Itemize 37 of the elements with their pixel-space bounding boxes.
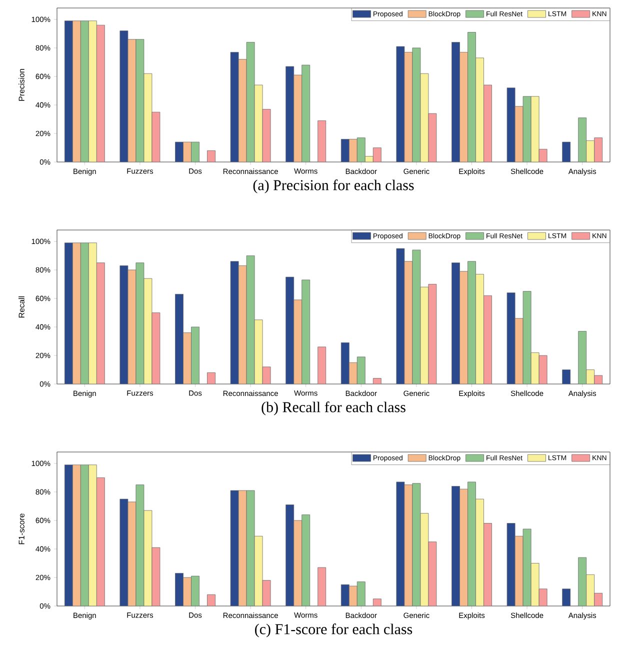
- bar: [562, 588, 571, 606]
- bar: [191, 576, 200, 606]
- bar: [372, 598, 382, 606]
- y-axis-title: Recall: [18, 296, 24, 318]
- bar: [356, 582, 366, 606]
- bar: [183, 577, 192, 606]
- bar: [562, 142, 571, 162]
- bar: [207, 594, 216, 606]
- bar: [318, 120, 326, 162]
- text: (c) F1-score for each class: [255, 624, 412, 638]
- bar: [562, 370, 571, 384]
- bar: [586, 574, 595, 606]
- text: (a) Precision for each class: [253, 180, 414, 194]
- bar: [294, 520, 302, 606]
- y-axis-title: Precision: [18, 69, 24, 101]
- bar: [318, 567, 326, 606]
- bar: [286, 504, 294, 606]
- bar: [460, 488, 468, 606]
- bar: [476, 498, 484, 606]
- bar: [468, 482, 476, 606]
- bar: [72, 464, 81, 606]
- bar: [96, 24, 105, 162]
- bar: [578, 557, 587, 606]
- bar: [484, 84, 492, 162]
- bar: [452, 486, 460, 606]
- bar: [175, 573, 184, 606]
- bar: [318, 346, 326, 384]
- bar: [372, 378, 382, 384]
- bar: [594, 138, 603, 162]
- bar: [80, 464, 89, 606]
- bar: [207, 372, 216, 384]
- bar: [64, 464, 73, 606]
- bar: [302, 514, 310, 606]
- text: (b) Recall for each class: [262, 402, 406, 416]
- bar: [340, 584, 350, 606]
- y-axis-title: F1-score: [18, 514, 24, 544]
- bar: [88, 464, 97, 606]
